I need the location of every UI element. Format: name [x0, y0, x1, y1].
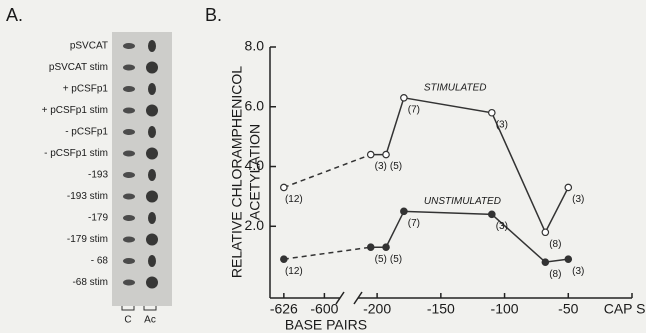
x-tick-label: -200	[363, 301, 391, 317]
x-tick-label: -626	[270, 301, 298, 317]
series-name: UNSTIMULATED	[424, 196, 501, 207]
gel-spot	[123, 129, 135, 135]
gel-spot	[148, 255, 156, 267]
series-line	[284, 247, 371, 259]
gel-spot	[146, 191, 158, 203]
gel-spot	[123, 194, 135, 200]
y-axis-label: RELATIVE CHLORAMPHENICOL	[229, 66, 245, 278]
y-tick-label: 8.0	[245, 38, 265, 54]
data-point	[542, 229, 548, 235]
gel-spot	[123, 237, 135, 243]
column-label: C	[124, 315, 131, 326]
gel-spot	[123, 215, 135, 221]
point-label: (5)	[375, 254, 387, 265]
lane-label: - pCSFp1 stim	[44, 148, 108, 159]
x-axis-label: BASE PAIRS	[285, 317, 367, 333]
gel-spot	[146, 62, 158, 74]
column-label: Ac	[144, 315, 156, 326]
gel-spot	[123, 280, 135, 286]
x-tick-label: -50	[558, 301, 578, 317]
data-point	[565, 256, 571, 262]
data-point	[565, 184, 571, 190]
data-point	[542, 259, 548, 265]
x-tick-label: -100	[491, 301, 519, 317]
gel-spot	[148, 40, 156, 52]
y-tick-label: 6.0	[245, 97, 265, 113]
gel-spot	[146, 234, 158, 246]
x-tick-label: CAP Site	[604, 301, 646, 317]
lane-label: -179	[88, 213, 108, 224]
point-label: (12)	[285, 194, 303, 205]
data-point	[281, 184, 287, 190]
panel-label: A.	[6, 5, 23, 25]
gel-spot	[123, 151, 135, 157]
x-tick-label: -150	[427, 301, 455, 317]
point-label: (3)	[496, 119, 508, 130]
series-line	[284, 155, 371, 188]
gel-spot	[123, 108, 135, 114]
lane-label: + pCSFp1	[63, 84, 109, 95]
point-label: (5)	[390, 254, 402, 265]
panel-label: B.	[205, 5, 222, 25]
gel-spot	[123, 65, 135, 71]
gel	[112, 32, 172, 306]
point-label: (7)	[408, 104, 420, 115]
y-tick-label: 4.0	[245, 157, 265, 173]
gel-spot	[146, 105, 158, 117]
point-label: (3)	[572, 194, 584, 205]
point-label: (3)	[375, 161, 387, 172]
gel-spot	[146, 277, 158, 289]
data-point	[489, 211, 495, 217]
point-label: (3)	[496, 221, 508, 232]
gel-spot	[123, 43, 135, 49]
gel-spot	[148, 83, 156, 95]
series-name: STIMULATED	[424, 82, 487, 93]
data-point	[281, 256, 287, 262]
lane-label: -68 stim	[72, 277, 108, 288]
point-label: (8)	[549, 269, 561, 280]
data-point	[401, 95, 407, 101]
point-label: (8)	[549, 239, 561, 250]
data-point	[401, 208, 407, 214]
lane-label: -193	[88, 170, 108, 181]
gel-spot	[123, 258, 135, 264]
gel-spot	[148, 212, 156, 224]
lane-label: - 68	[91, 256, 109, 267]
gel-spot	[123, 172, 135, 178]
point-label: (5)	[390, 161, 402, 172]
data-point	[368, 151, 374, 157]
data-point	[383, 244, 389, 250]
lane-label: -193 stim	[67, 191, 108, 202]
column-bracket	[122, 306, 134, 310]
lane-label: pSVCAT stim	[49, 62, 108, 73]
lane-label: - pCSFp1	[65, 127, 108, 138]
figure: A. B. BASE PAIRS RELATIVE CHLORAMPHENICO…	[0, 0, 646, 333]
column-bracket	[144, 306, 156, 310]
lane-label: -179 stim	[67, 234, 108, 245]
gel-spot	[148, 169, 156, 181]
point-label: (7)	[408, 218, 420, 229]
gel-spot	[146, 148, 158, 160]
lane-label: pSVCAT	[70, 41, 108, 52]
gel-spot	[123, 86, 135, 92]
lane-label: + pCSFp1 stim	[42, 105, 108, 116]
y-tick-label: 2.0	[245, 217, 265, 233]
x-tick-label: -600	[310, 301, 338, 317]
gel-spot	[148, 126, 156, 138]
point-label: (12)	[285, 266, 303, 277]
data-point	[383, 151, 389, 157]
data-point	[489, 110, 495, 116]
data-point	[368, 244, 374, 250]
point-label: (3)	[572, 266, 584, 277]
